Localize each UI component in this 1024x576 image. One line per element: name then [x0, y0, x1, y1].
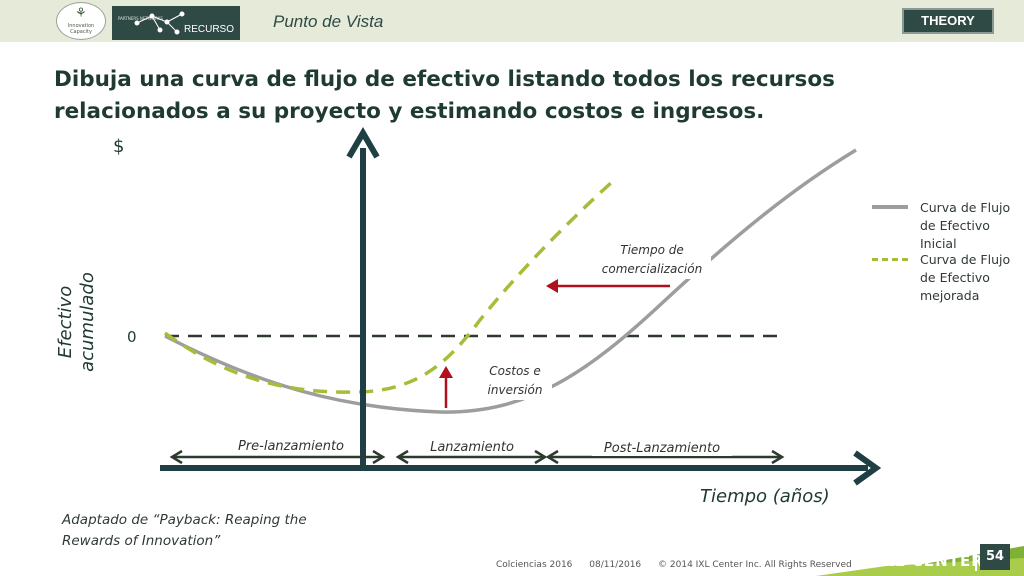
figure-icon: ⚘	[75, 6, 87, 21]
footer-org: Colciencias 2016	[496, 560, 573, 570]
y-axis-arrowhead	[346, 127, 380, 159]
y-axis-top-symbol: $	[113, 136, 125, 157]
phase-arrow-pre-right	[372, 449, 386, 465]
phase-arrow-pre-left	[169, 449, 183, 465]
network-icon	[134, 11, 185, 35]
phase-arrow-post-right	[771, 449, 785, 465]
resource-badge: PARTNERS NETWORKS RECURSO	[112, 6, 240, 40]
page-number: 54	[980, 544, 1010, 570]
zero-label: 0	[127, 328, 137, 346]
phase-arrow-launch-right	[534, 449, 548, 465]
logo-text: Innovation Capacity	[67, 23, 95, 35]
footer-copyright: © 2014 IXL Center Inc. All Rights Reserv…	[658, 560, 852, 570]
legend-label-initial: Curva de Flujo de Efectivo Inicial	[920, 200, 1011, 251]
y-axis-label: Efectivo acumulado	[55, 272, 98, 372]
badge-network-text: PARTNERS NETWORKS	[118, 16, 163, 21]
innovation-capacity-logo: ⚘ Innovation Capacity	[56, 2, 106, 40]
phase-arrow-launch-left	[395, 449, 409, 465]
improved-cash-flow-curve	[163, 180, 614, 394]
footer: Colciencias 2016 08/11/2016 © 2014 IXL C…	[496, 560, 866, 570]
phase-label-launch: Lanzamiento	[420, 440, 524, 455]
time-to-market-label: Tiempo de comercialización	[593, 241, 711, 279]
legend-label-improved: Curva de Flujo de Efectivo mejorada	[920, 252, 1011, 303]
theory-tag: THEORY	[902, 8, 994, 34]
cost-investment-label: Costos e inversión	[478, 362, 552, 400]
x-axis-label: Tiempo (años)	[700, 486, 830, 507]
source-citation: Adaptado de “Payback: Reaping the Reward…	[62, 512, 307, 549]
legend-swatch-improved	[872, 258, 908, 261]
phase-label-pre-launch: Pre-lanzamiento	[222, 439, 360, 454]
x-axis-arrowhead	[853, 450, 882, 486]
legend-swatch-initial	[872, 205, 908, 209]
footer-date: 08/11/2016	[589, 560, 642, 570]
phase-arrow-post-left	[545, 449, 559, 465]
phase-arrows	[169, 449, 785, 465]
ixl-center-logo: IXL CENTER	[876, 552, 984, 570]
section-title: Punto de Vista	[273, 12, 384, 31]
y-axis-label-container: Efectivo acumulado	[34, 270, 124, 380]
slide-title: Dibuja una curva de flujo de efectivo li…	[54, 67, 835, 124]
phase-label-post-launch: Post-Lanzamiento	[592, 441, 732, 456]
page-separator	[975, 541, 977, 571]
badge-label: RECURSO	[184, 24, 235, 35]
